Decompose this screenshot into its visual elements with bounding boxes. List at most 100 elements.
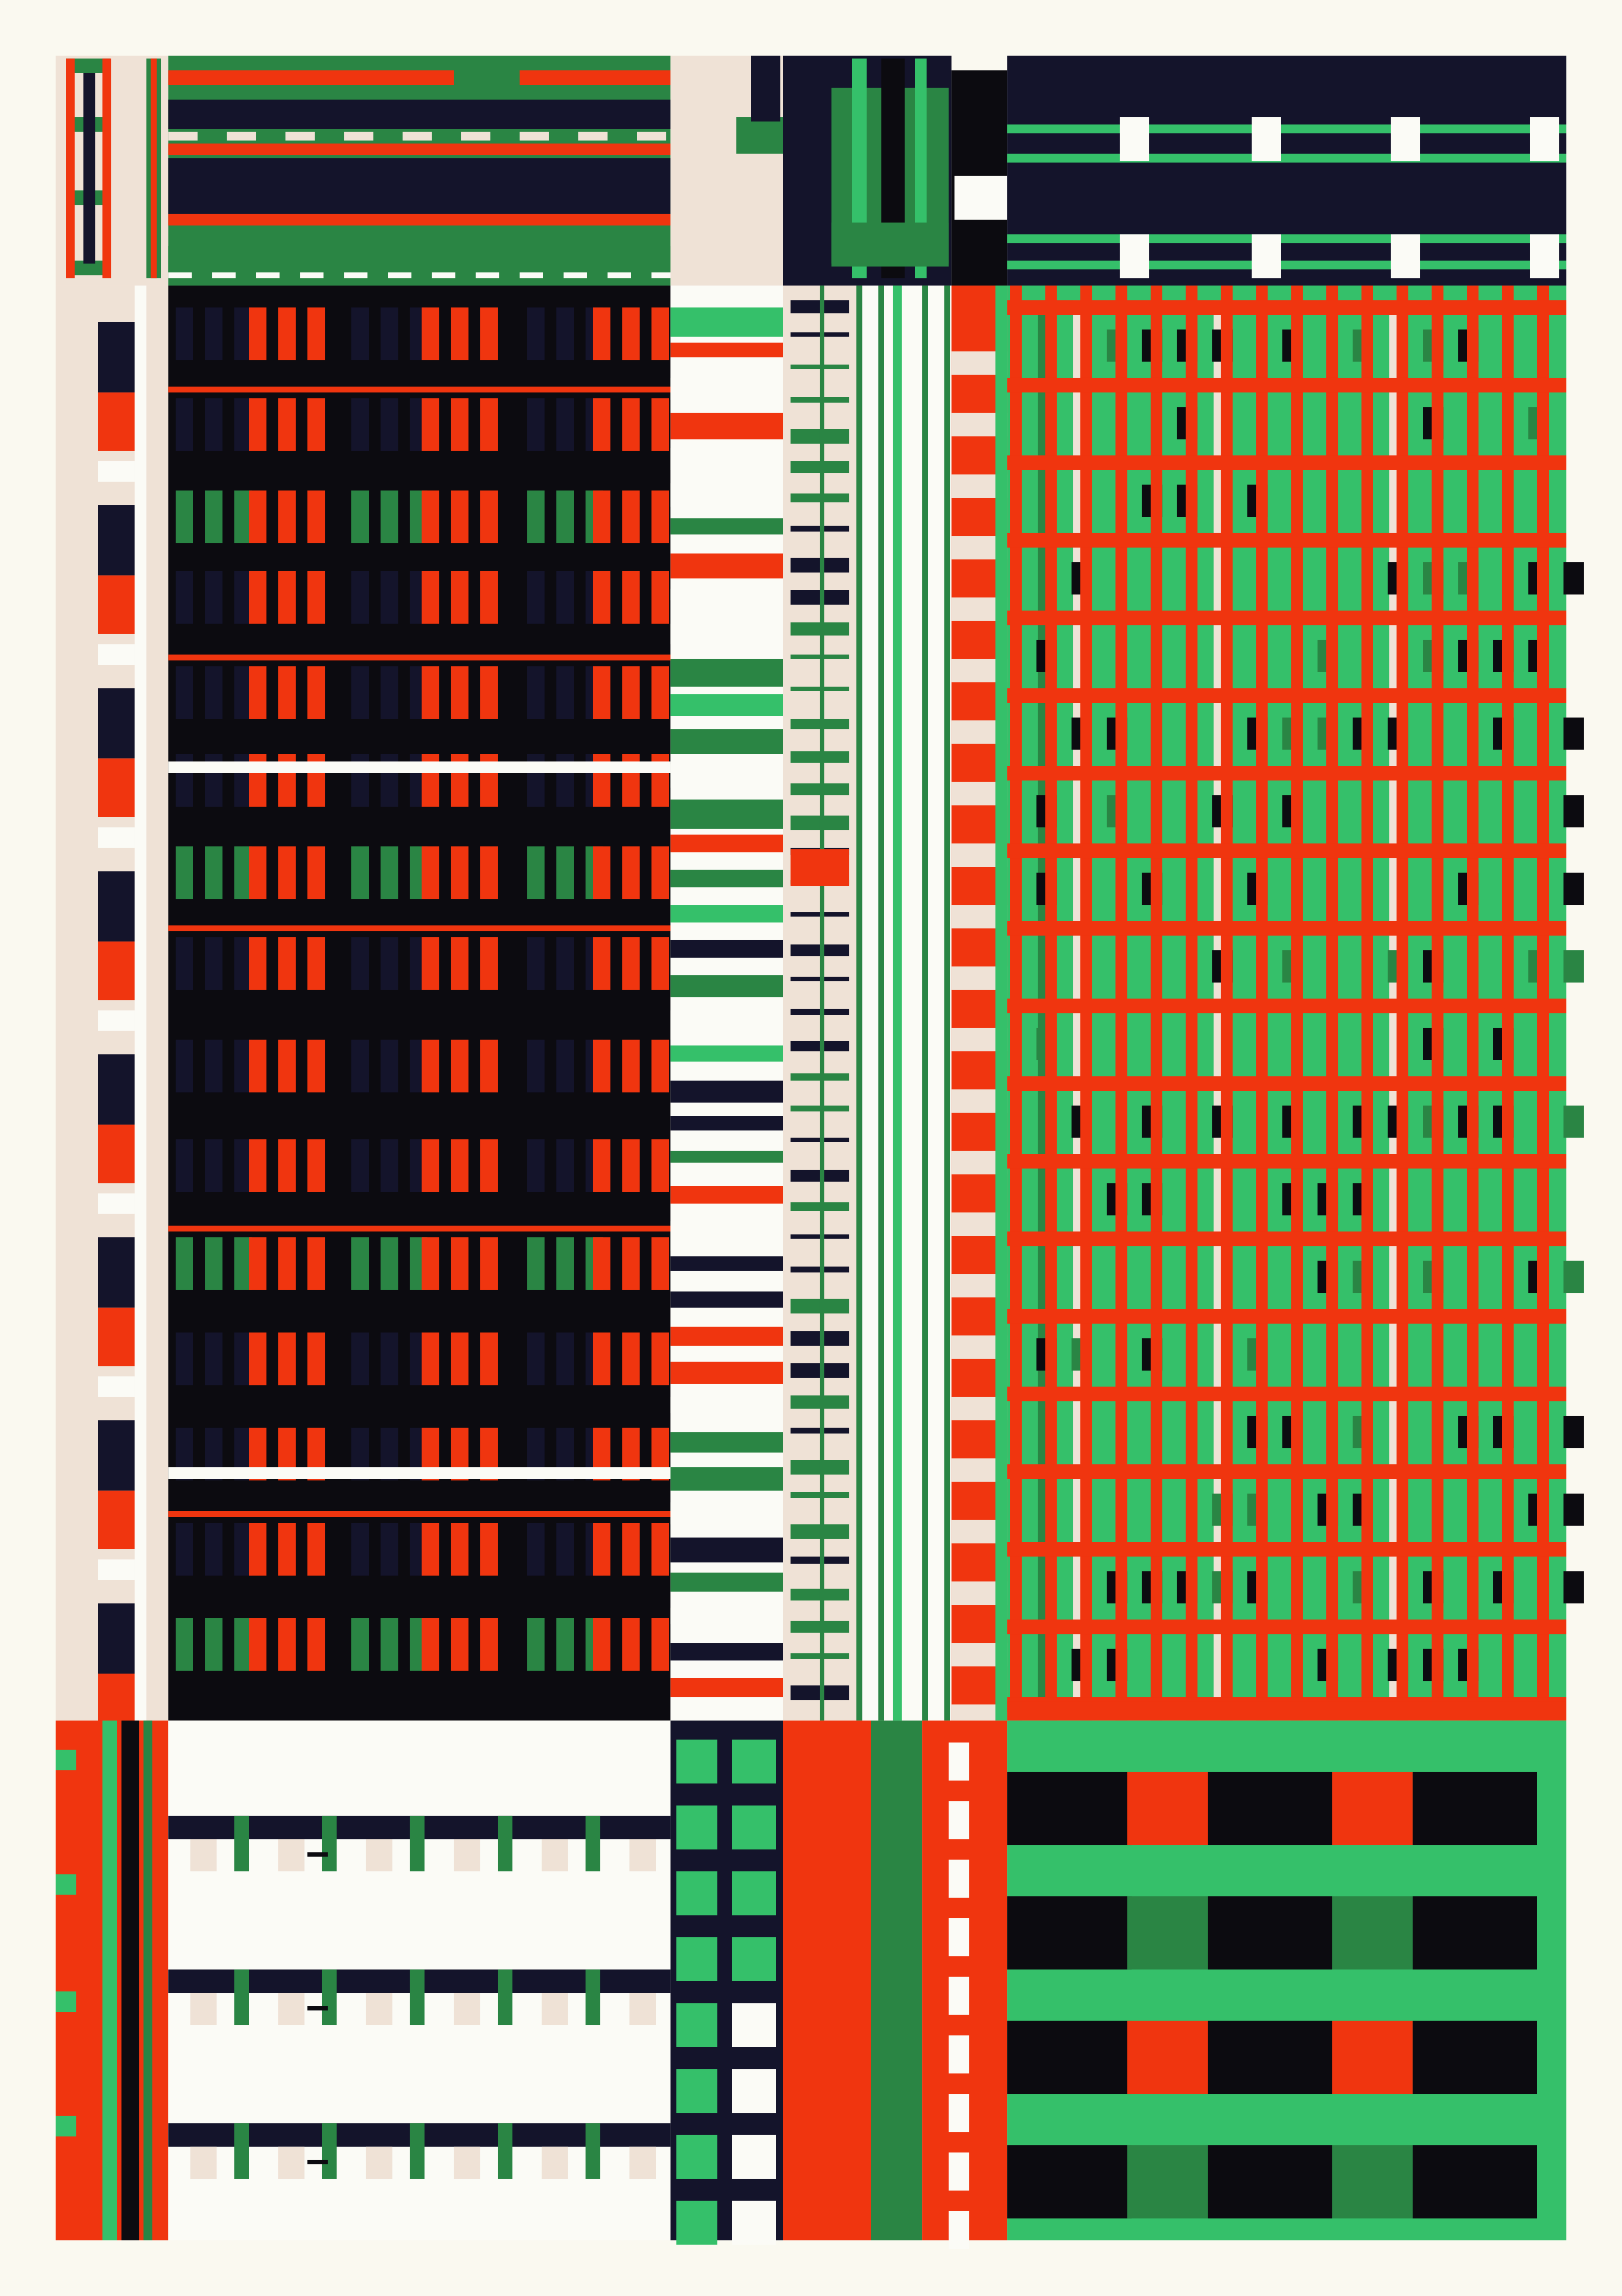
top-left-stripe xyxy=(151,58,157,279)
dark-panel-faint-bar xyxy=(351,1237,369,1290)
dark-panel-line xyxy=(168,1511,671,1517)
dark-panel-red-bar xyxy=(249,1618,266,1671)
dark-panel-faint-bar xyxy=(380,1523,399,1576)
bottom-cream-tab xyxy=(629,1839,656,1871)
dark-panel-red-bar xyxy=(651,1039,669,1093)
left-column-block xyxy=(98,1124,135,1183)
bottom-cream-tab xyxy=(454,2146,481,2179)
dark-panel-red-bar xyxy=(421,490,439,543)
bottom-left-stripe xyxy=(143,1720,152,2240)
dark-panel-faint-bar xyxy=(351,846,369,899)
dark-panel-line xyxy=(168,654,671,661)
dark-panel-red-bar xyxy=(450,571,469,624)
bottom-right-block xyxy=(1007,1772,1132,1845)
dark-panel-red-bar xyxy=(249,1139,266,1192)
dark-panel-red-bar xyxy=(307,666,325,719)
bottom-cream-tab xyxy=(366,1993,393,2025)
bottom-right-block xyxy=(1208,2021,1332,2094)
strip-column-a-band xyxy=(670,1291,783,1308)
bottom-green-cell xyxy=(732,2135,776,2179)
dark-panel-red-bar xyxy=(480,1332,498,1386)
bottom-green-cell xyxy=(676,1937,717,1981)
dark-panel-red-bar xyxy=(622,307,640,361)
strip-column-a-band xyxy=(670,588,783,601)
bottom-cream-post xyxy=(322,1815,337,1871)
bottom-striped-mark xyxy=(948,1742,969,1781)
dark-panel-faint-bar xyxy=(556,490,574,543)
dark-panel-red-bar xyxy=(278,1618,296,1671)
dark-panel-faint-bar xyxy=(556,1618,574,1671)
dark-panel-white-row xyxy=(168,761,671,773)
top-band-stripe xyxy=(168,214,671,226)
bottom-cream-post xyxy=(234,2123,249,2179)
left-column-block xyxy=(98,575,135,634)
dark-panel-red-bar xyxy=(593,571,611,624)
strip-column-a-band xyxy=(670,1256,783,1271)
grid-panel-red-hbar xyxy=(1007,300,1566,315)
dark-panel-red-bar xyxy=(307,1618,325,1671)
bottom-green-cell xyxy=(676,1739,717,1784)
bottom-dark-green-panel xyxy=(871,1720,923,2240)
bottom-striped-mark xyxy=(948,1977,969,2015)
strip-column-a-band xyxy=(670,1221,783,1251)
grid-panel-red-hbar xyxy=(1007,1076,1566,1091)
strip-column-a-band xyxy=(670,1045,783,1062)
dark-panel-red-bar xyxy=(249,1237,266,1290)
left-column-gap xyxy=(98,1010,135,1031)
strip-column-a-band xyxy=(670,377,783,400)
dark-panel-faint-bar xyxy=(205,1237,223,1290)
bottom-cream-tab xyxy=(629,2146,656,2179)
dark-panel-faint-bar xyxy=(380,490,399,543)
dark-panel-red-bar xyxy=(480,571,498,624)
line-column-stripe xyxy=(878,285,884,1721)
strip-column-a-band xyxy=(670,834,783,852)
strip-column-a-band xyxy=(670,729,783,754)
dark-panel-red-bar xyxy=(278,1039,296,1093)
dark-panel-faint-bar xyxy=(176,666,193,719)
grid-panel-cell xyxy=(1563,1260,1584,1293)
dark-panel-faint-bar xyxy=(380,307,399,361)
grid-panel-red-hbar xyxy=(1007,766,1566,781)
top-band-dash xyxy=(637,132,666,141)
bottom-cream-post xyxy=(498,2123,513,2179)
top-band-dash xyxy=(578,132,608,141)
dark-panel-faint-bar xyxy=(527,307,545,361)
grid-panel-red-hbar xyxy=(1007,611,1566,625)
dark-panel-faint-bar xyxy=(527,571,545,624)
bottom-right-block xyxy=(1007,2021,1132,2094)
left-column-block xyxy=(98,941,135,1000)
bottom-cream-tab xyxy=(541,1993,568,2025)
dark-panel-faint-bar xyxy=(205,307,223,361)
dark-panel-red-bar xyxy=(421,1139,439,1192)
bottom-cream-post xyxy=(585,1815,601,1871)
dark-panel-red-bar xyxy=(307,1332,325,1386)
strip-column-a-band xyxy=(670,1537,783,1563)
bottom-cream-tab xyxy=(190,1993,217,2025)
grid-panel-red-hbar xyxy=(1007,688,1566,703)
dark-panel-faint-bar xyxy=(205,1332,223,1386)
dark-panel-red-bar xyxy=(593,490,611,543)
strip-column-a-band xyxy=(670,1502,783,1525)
left-column-gap xyxy=(98,1559,135,1580)
grid-panel-cell xyxy=(1563,1493,1584,1526)
bottom-striped-mark xyxy=(948,2152,969,2191)
bottom-right-accent xyxy=(1127,2145,1208,2219)
top-right-mark xyxy=(1120,117,1149,161)
dark-panel-red-bar xyxy=(651,1237,669,1290)
bottom-green-cell xyxy=(676,2135,717,2179)
top-right-block xyxy=(954,176,1007,220)
bottom-right-accent xyxy=(1127,2021,1208,2094)
dark-panel-red-bar xyxy=(249,398,266,451)
dark-panel-faint-bar xyxy=(527,1039,545,1093)
dark-panel-red-bar xyxy=(278,398,296,451)
dark-panel-red-bar xyxy=(480,307,498,361)
dark-panel-red-bar xyxy=(480,846,498,899)
grid-panel-red-hbar xyxy=(1007,455,1566,470)
dark-panel-faint-bar xyxy=(556,1237,574,1290)
dark-panel-faint-bar xyxy=(556,398,574,451)
dark-panel-red-bar xyxy=(450,307,469,361)
bottom-green-cell xyxy=(676,2003,717,2048)
bottom-green-cell xyxy=(676,2069,717,2113)
grid-panel-red-hbar xyxy=(1007,921,1566,936)
top-band-dash xyxy=(402,132,432,141)
